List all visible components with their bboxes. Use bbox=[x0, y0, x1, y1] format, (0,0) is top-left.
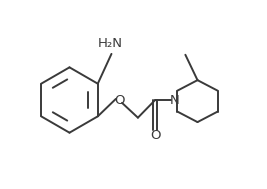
Text: O: O bbox=[150, 129, 160, 142]
Text: H₂N: H₂N bbox=[98, 37, 123, 50]
Text: O: O bbox=[114, 94, 124, 107]
Text: N: N bbox=[170, 94, 179, 107]
